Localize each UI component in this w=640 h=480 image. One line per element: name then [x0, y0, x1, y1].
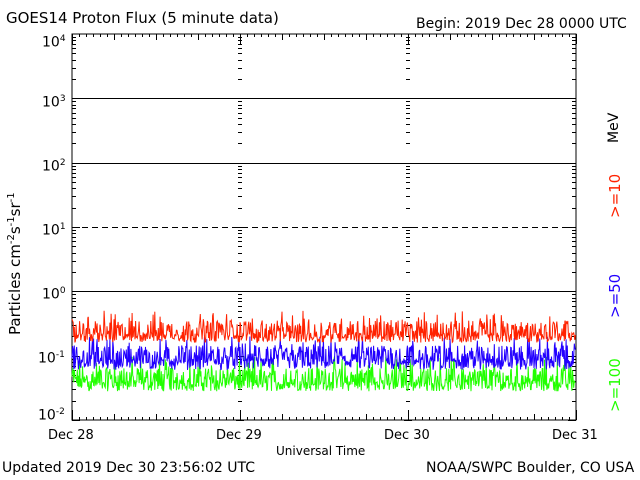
y-axis-label-s: s: [6, 226, 24, 235]
y-axis-exp-2: -1: [6, 216, 17, 227]
y-axis-exp-3: -1: [6, 192, 17, 203]
x-tick-label-1: Dec 29: [216, 428, 262, 443]
y-tick-label-4: 102: [42, 158, 66, 175]
series-line-10: [71, 310, 576, 344]
legend-series-10: >=10: [606, 173, 624, 218]
y-axis-label-main: Particles cm: [6, 244, 24, 335]
begin-timestamp: Begin: 2019 Dec 28 0000 UTC: [416, 16, 627, 32]
y-axis-title: Particles cm-2s-1sr-1: [6, 192, 24, 335]
x-tick-label-3: Dec 31: [552, 428, 598, 443]
y-tick-label-1: 10-1: [38, 350, 65, 367]
credit-label: NOAA/SWPC Boulder, CO USA: [426, 460, 635, 476]
y-tick-label-5: 103: [42, 94, 66, 111]
x-axis-title: Universal Time: [276, 444, 366, 458]
legend-series-50: >=50: [606, 273, 624, 318]
y-tick-label-2: 100: [42, 286, 66, 303]
legend-series-100: >=100: [606, 358, 624, 412]
y-tick-label-0: 10-2: [38, 407, 65, 424]
y-axis-exp-1: -2: [6, 234, 17, 245]
y-tick-label-6: 104: [42, 34, 66, 51]
x-tick-label-0: Dec 28: [48, 428, 94, 443]
y-tick-label-3: 101: [42, 222, 66, 239]
series-line-100: [71, 356, 576, 392]
legend-unit-mev: MeV: [606, 112, 622, 143]
y-axis-label-sr: sr: [6, 202, 24, 217]
chart-title: GOES14 Proton Flux (5 minute data): [6, 9, 279, 27]
series-line-50: [71, 336, 576, 371]
updated-timestamp: Updated 2019 Dec 30 23:56:02 UTC: [2, 460, 256, 476]
x-tick-label-2: Dec 30: [384, 428, 430, 443]
